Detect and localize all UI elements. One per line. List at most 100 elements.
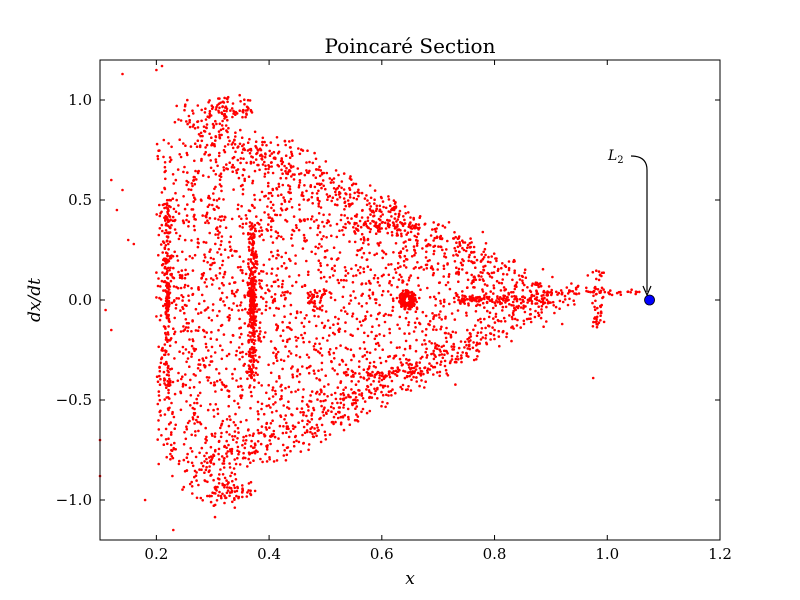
data-point [275,256,278,260]
data-point [251,451,254,455]
data-point [289,303,293,307]
data-point [333,298,337,302]
data-point [170,449,174,453]
data-point [401,292,404,295]
data-point [529,298,533,302]
data-point [239,396,243,400]
data-point [270,219,273,223]
data-point [265,272,269,275]
data-point [371,291,375,295]
data-point [518,278,522,281]
data-point [186,357,190,360]
data-point [597,270,601,273]
data-point [274,389,277,393]
data-point [291,154,294,157]
data-point [258,279,261,282]
data-point [251,354,255,358]
data-point [538,282,542,285]
data-point [319,440,323,444]
data-point [270,267,274,271]
data-point [391,371,395,375]
data-point [351,315,354,318]
data-point [250,375,253,379]
data-point [330,234,333,238]
data-point [207,376,211,379]
data-point [394,391,397,395]
data-point [212,198,216,202]
data-point [401,304,404,307]
data-point [193,349,196,353]
data-point [229,418,232,422]
data-point [522,319,526,323]
data-point [220,184,223,188]
data-point [385,393,388,397]
data-point [395,296,399,300]
data-point [302,442,305,445]
data-point [324,160,328,163]
data-point [408,358,411,362]
data-point [354,182,358,186]
data-point [316,233,319,237]
data-point [235,290,238,294]
data-point [428,295,432,299]
data-point [225,439,228,443]
data-point [302,218,306,221]
data-point [285,172,288,175]
data-point [209,360,213,363]
data-point [265,421,269,425]
data-point [158,366,161,369]
data-point [166,224,169,227]
data-point [368,361,372,365]
data-point [574,292,578,296]
data-point [626,290,629,294]
data-point [265,284,269,287]
data-point [455,241,458,244]
data-point [479,260,483,263]
data-point [238,93,241,97]
data-point [563,294,567,298]
data-point [294,280,298,284]
data-point [293,435,297,439]
data-point [399,293,403,297]
data-point [241,488,244,492]
data-point [236,402,240,405]
data-point [233,497,236,500]
data-point [306,149,309,152]
data-point [305,259,308,263]
data-point [197,325,201,329]
data-point [354,371,357,375]
data-point [126,238,130,242]
data-point [516,298,519,301]
data-point [432,252,436,256]
data-point [317,246,320,250]
data-point [435,343,439,347]
data-point [279,334,283,338]
data-point [253,227,257,231]
data-point [324,433,327,437]
data-point [371,374,374,377]
data-point [249,228,252,231]
data-point [203,281,207,284]
data-point [421,343,424,346]
data-point [248,434,251,437]
data-point [280,202,284,206]
data-point [432,325,436,328]
data-point [387,273,391,277]
data-point [329,405,333,409]
data-point [310,250,314,254]
data-point [177,204,180,207]
data-point [522,300,525,303]
data-point [222,300,225,303]
data-point [222,198,225,201]
data-point [351,391,355,395]
data-point [363,331,366,335]
data-point [268,456,271,459]
data-point [394,242,398,245]
data-point [200,108,203,112]
data-point [402,241,406,244]
data-point [244,439,248,442]
data-point [384,359,388,363]
data-point [181,383,185,386]
data-point [424,256,428,259]
data-point [303,173,307,177]
